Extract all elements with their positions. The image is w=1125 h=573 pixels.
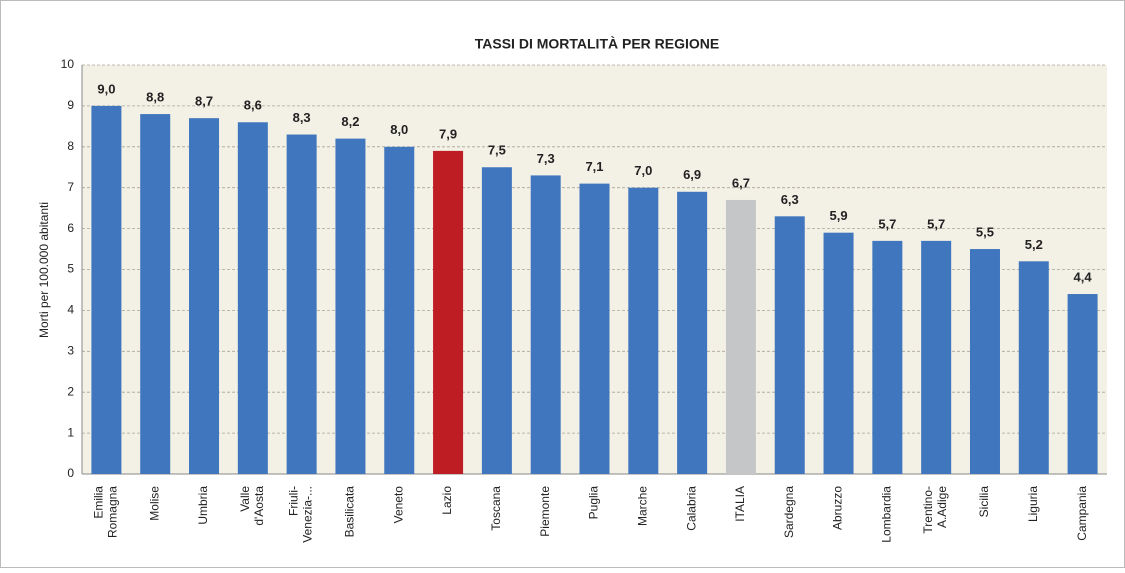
x-tick-label: Lazio xyxy=(440,486,454,515)
value-label: 8,6 xyxy=(244,98,262,113)
bar xyxy=(1018,261,1049,474)
x-tick-label: Umbria xyxy=(196,486,210,525)
value-label: 5,7 xyxy=(878,216,896,231)
value-label: 8,8 xyxy=(146,90,164,105)
y-tick-label: 7 xyxy=(67,180,74,194)
y-tick-label: 1 xyxy=(67,425,74,439)
x-tick-label: EmiliaRomagna xyxy=(92,486,120,538)
y-tick-label: 10 xyxy=(61,57,75,71)
x-tick-label: Molise xyxy=(147,486,161,521)
y-tick-label: 4 xyxy=(67,303,74,317)
x-tick-label: Calabria xyxy=(684,486,698,531)
x-tick-label: Liguria xyxy=(1026,486,1040,522)
bar xyxy=(921,240,952,474)
x-tick-label: Veneto xyxy=(391,486,405,524)
x-tick-label: Sicilia xyxy=(977,486,991,518)
y-tick-label: 3 xyxy=(67,343,74,357)
x-tick-label: Marche xyxy=(635,486,649,526)
bar xyxy=(872,240,903,474)
value-label: 7,0 xyxy=(634,163,652,178)
value-label: 8,7 xyxy=(195,94,213,109)
x-tick-label: Friuli-Venezia-... xyxy=(287,486,315,543)
value-label: 6,3 xyxy=(781,192,799,207)
value-label: 5,7 xyxy=(927,216,945,231)
x-tick-label: ITALIA xyxy=(733,486,747,522)
value-label: 4,4 xyxy=(1074,269,1093,284)
bar xyxy=(1067,294,1098,474)
x-tick-label: Basilicata xyxy=(343,486,357,538)
y-tick-label: 8 xyxy=(67,139,74,153)
x-tick-label: Valled'Aosta xyxy=(238,486,266,526)
bar xyxy=(579,183,610,475)
bar xyxy=(823,232,854,474)
x-tick-label: Sardegna xyxy=(782,486,796,538)
value-label: 5,9 xyxy=(830,208,848,223)
x-tick-label: Toscana xyxy=(489,486,503,531)
value-label: 8,0 xyxy=(390,122,408,137)
bar xyxy=(628,187,659,474)
y-tick-label: 5 xyxy=(67,262,74,276)
value-label: 7,9 xyxy=(439,126,457,141)
value-label: 9,0 xyxy=(97,81,115,96)
x-tick-label: Campania xyxy=(1075,486,1089,541)
bar xyxy=(91,105,122,475)
bar xyxy=(335,138,366,474)
y-axis-label: Morti per 100.000 abitanti xyxy=(37,202,51,338)
value-label: 8,2 xyxy=(341,114,359,129)
x-tick-label: Puglia xyxy=(587,486,601,520)
y-tick-label: 2 xyxy=(67,384,74,398)
bar xyxy=(481,167,512,474)
value-label: 7,3 xyxy=(537,151,555,166)
value-label: 5,2 xyxy=(1025,237,1043,252)
bar xyxy=(384,146,415,475)
x-tick-label: Lombardia xyxy=(880,486,894,543)
x-tick-label: Piemonte xyxy=(538,486,552,537)
bar xyxy=(189,118,220,475)
y-tick-label: 0 xyxy=(67,466,74,480)
value-label: 6,9 xyxy=(683,167,701,182)
y-tick-label: 6 xyxy=(67,221,74,235)
bar xyxy=(725,199,756,474)
bar xyxy=(286,134,317,474)
value-label: 7,1 xyxy=(585,159,603,174)
y-tick-label: 9 xyxy=(67,98,74,112)
bar xyxy=(433,150,464,474)
x-tick-label: Trentino-A.Adige xyxy=(921,486,949,534)
value-label: 7,5 xyxy=(488,143,506,158)
bar xyxy=(774,216,805,474)
chart-title: TASSI DI MORTALITÀ PER REGIONE xyxy=(475,36,720,52)
bar xyxy=(237,122,268,474)
bar xyxy=(530,175,561,474)
value-label: 5,5 xyxy=(976,224,994,239)
value-label: 8,3 xyxy=(293,110,311,125)
bar xyxy=(140,114,171,474)
x-tick-label: Abruzzo xyxy=(831,486,845,530)
value-label: 6,7 xyxy=(732,175,750,190)
bar xyxy=(677,191,708,475)
bar xyxy=(969,249,1000,474)
